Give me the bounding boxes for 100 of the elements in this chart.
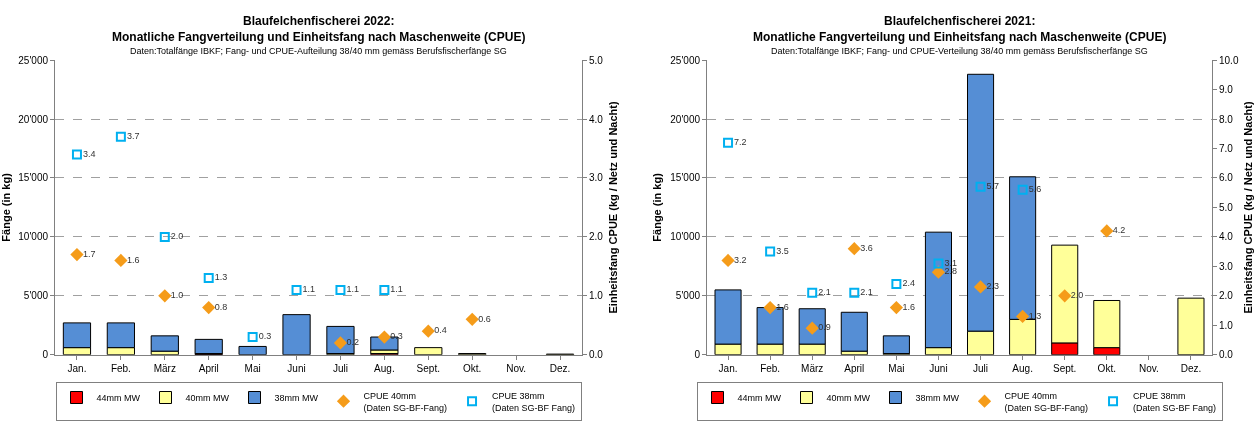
data-label: 2.8 <box>944 266 957 277</box>
data-label: 1.1 <box>390 284 403 295</box>
data-label: 1.1 <box>302 284 316 295</box>
y-tick-label: 10'000 <box>670 231 701 243</box>
data-label: 1.3 <box>214 272 228 283</box>
x-tick-label: Mai <box>244 362 261 374</box>
y-tick-label: 10'000 <box>18 231 49 243</box>
x-tick-label: April <box>198 362 219 374</box>
legend-label: CPUE 38mm (Daten SG-BF Fang) <box>492 390 576 413</box>
data-label: 4.2 <box>1112 225 1126 236</box>
y2-tick-label: 2.0 <box>589 231 604 243</box>
y-tick-label: 5'000 <box>675 290 701 302</box>
data-label: 2.3 <box>986 281 1000 292</box>
x-tick-label: April <box>844 362 865 374</box>
y-tick-label: 15'000 <box>18 172 49 184</box>
y-tick-label: 25'000 <box>18 54 49 66</box>
data-label: 0.6 <box>478 313 491 324</box>
x-tick-label: Juli <box>973 362 989 374</box>
legend-label: 40mm MW <box>826 393 871 404</box>
x-tick-label: Okt. <box>463 362 482 374</box>
data-label: 3.4 <box>82 148 96 159</box>
data-label: 1.7 <box>82 248 96 259</box>
y-tick-label: 15'000 <box>670 172 701 184</box>
y2-tick-label: 9.0 <box>1219 84 1234 96</box>
y2-axis-title: Einheitsfang CPUE (kg / Netz und Nacht) <box>606 101 619 314</box>
y2-tick-label: 1.0 <box>1219 319 1234 331</box>
legend-label: CPUE 40mm (Daten SG-BF-Fang) <box>363 390 448 413</box>
x-tick-label: Juli <box>332 362 348 374</box>
y2-tick-label: 1.0 <box>589 290 604 302</box>
x-tick-label: Juni <box>287 362 306 374</box>
data-label: 5.7 <box>986 181 1000 192</box>
x-tick-label: Sept. <box>416 362 440 374</box>
data-label: 1.6 <box>902 301 915 312</box>
data-label: 1.3 <box>1028 310 1042 321</box>
x-tick-label: Sept. <box>1053 362 1077 374</box>
x-tick-label: Nov. <box>506 362 527 374</box>
y-tick-label: 25'000 <box>670 54 701 66</box>
data-label: 2.0 <box>170 231 184 242</box>
y2-tick-label: 4.0 <box>1219 231 1234 243</box>
x-tick-label: Mai <box>888 362 905 374</box>
y2-tick-label: 6.0 <box>1219 172 1234 184</box>
x-tick-label: März <box>153 362 176 374</box>
x-tick-label: Okt. <box>1097 362 1116 374</box>
y2-tick-label: 4.0 <box>589 113 604 125</box>
data-label: 3.2 <box>734 254 747 265</box>
data-label: 3.7 <box>126 130 140 141</box>
y2-axis-title: Einheitsfang CPUE (kg / Netz und Nacht) <box>1242 101 1255 314</box>
data-label: 3.1 <box>944 257 957 268</box>
x-tick-label: Aug. <box>1012 362 1033 374</box>
y2-tick-label: 8.0 <box>1219 113 1234 125</box>
y2-tick-label: 0.0 <box>589 349 604 361</box>
data-label: 0.3 <box>258 331 272 342</box>
data-label: 1.0 <box>170 290 184 301</box>
y2-tick-label: 0.0 <box>1219 349 1234 361</box>
y-axis-title: Fänge (in kg) <box>650 172 663 242</box>
data-label: 0.8 <box>214 301 228 312</box>
data-label: 3.6 <box>860 242 873 253</box>
x-tick-label: Aug. <box>374 362 395 374</box>
data-label: 2.1 <box>860 287 873 298</box>
y2-tick-label: 10.0 <box>1219 54 1239 66</box>
x-tick-label: Juni <box>929 362 948 374</box>
legend-label: 38mm MW <box>915 393 960 404</box>
legend-label: 38mm MW <box>274 393 319 404</box>
data-label: 0.2 <box>346 337 359 348</box>
data-label: 1.6 <box>126 254 140 265</box>
y-tick-label: 0 <box>42 349 49 361</box>
data-label: 0.4 <box>434 325 447 336</box>
legend-label: 44mm MW <box>96 393 141 404</box>
y2-tick-label: 7.0 <box>1219 143 1234 155</box>
data-label: 7.2 <box>734 136 747 147</box>
x-tick-label: Jan. <box>718 362 738 374</box>
y-tick-label: 5'000 <box>23 290 49 302</box>
y2-tick-label: 2.0 <box>1219 290 1234 302</box>
data-label: 5.6 <box>1028 184 1042 195</box>
y2-tick-label: 3.0 <box>1219 260 1234 272</box>
y2-tick-label: 3.0 <box>589 172 604 184</box>
x-tick-label: März <box>801 362 824 374</box>
y2-tick-label: 5.0 <box>589 54 604 66</box>
legend-label: CPUE 40mm (Daten SG-BF-Fang) <box>1004 390 1089 413</box>
data-label: 2.1 <box>818 287 831 298</box>
legend-label: CPUE 38mm (Daten SG-BF Fang) <box>1133 390 1217 413</box>
x-tick-label: Jan. <box>67 362 87 374</box>
y-tick-label: 20'000 <box>18 113 49 125</box>
y-tick-label: 0 <box>694 349 701 361</box>
chart-title: Blaufelchenfischerei 2022: Monatliche Fangverteilung und Einheitsfang nach Maschenweite (CPUE) <box>112 14 526 44</box>
x-tick-label: Feb. <box>110 362 131 374</box>
y2-tick-label: 5.0 <box>1219 201 1234 213</box>
data-label: 3.5 <box>776 245 789 256</box>
y-tick-label: 20'000 <box>670 113 701 125</box>
x-tick-label: Dez. <box>1180 362 1202 374</box>
data-label: 1.6 <box>776 301 789 312</box>
legend-label: 44mm MW <box>737 393 782 404</box>
x-tick-label: Dez. <box>549 362 571 374</box>
y-axis-title: Fänge (in kg) <box>0 172 12 242</box>
data-label: 1.1 <box>346 284 359 295</box>
chart-subtitle: Daten:Totalfänge IBKF; Fang- und CPUE-Verteilung 38/40 mm gemäss Berufsfischerfänge SG <box>771 46 1148 56</box>
data-label: 2.4 <box>902 278 915 289</box>
chart-title: Blaufelchenfischerei 2021: Monatliche Fangverteilung und Einheitsfang nach Maschenweite (CPUE) <box>753 14 1167 44</box>
chart-subtitle: Daten:Totalfänge IBKF; Fang- und CPUE-Aufteilung 38/40 mm gemäss Berufsfischerfänge SG <box>130 46 507 56</box>
x-tick-label: Feb. <box>760 362 781 374</box>
